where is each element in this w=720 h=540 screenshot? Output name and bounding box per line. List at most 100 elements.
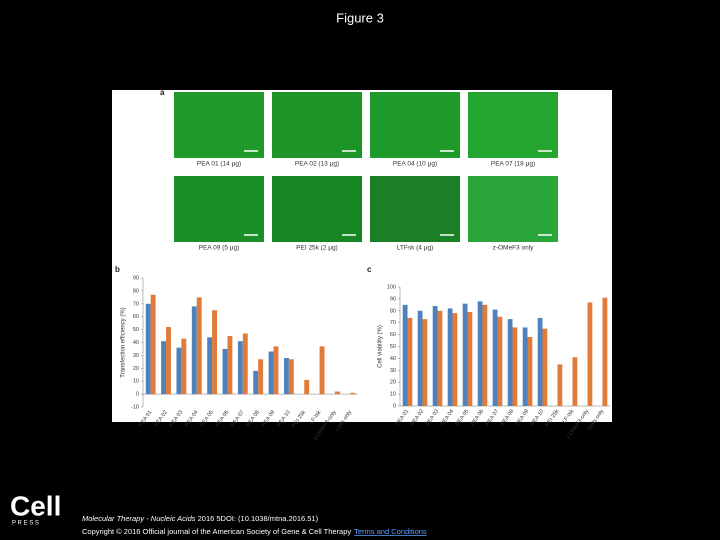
- bar: [253, 370, 259, 395]
- bar: [477, 301, 483, 406]
- y-tick-label: 20: [390, 380, 396, 386]
- bar: [542, 328, 548, 406]
- bar: [557, 364, 563, 406]
- terms-link[interactable]: Terms and Conditions: [354, 527, 427, 536]
- bar: [602, 297, 608, 406]
- y-tick-label: 50: [133, 327, 139, 333]
- micrograph: [370, 92, 460, 158]
- panel-letter: c: [367, 265, 372, 274]
- doi: 2016 5DOI: (10.1038/mtna.2016.51): [196, 514, 319, 523]
- bar: [304, 379, 310, 395]
- bar: [334, 391, 340, 395]
- bar: [191, 306, 197, 395]
- bar: [288, 359, 294, 395]
- bar: [497, 316, 503, 406]
- image-label: LTFsk (4 μg): [397, 245, 434, 252]
- bar: [407, 317, 413, 406]
- bar: [587, 302, 593, 406]
- bar: [462, 303, 468, 406]
- y-tick-label: 0: [136, 392, 139, 398]
- micrograph: [272, 176, 362, 242]
- bar: [181, 338, 187, 395]
- y-tick-label: 0: [393, 403, 396, 409]
- journal: Molecular Therapy - Nucleic Acids: [82, 514, 196, 523]
- bar: [452, 313, 458, 406]
- bar: [527, 336, 533, 406]
- panel-letter: b: [115, 265, 120, 274]
- bar: [319, 346, 325, 395]
- y-tick-label: 90: [390, 296, 396, 302]
- logo: Cell: [10, 490, 61, 521]
- image-label: PEA 09 (5 μg): [199, 245, 240, 252]
- bar: [161, 341, 167, 395]
- micrograph: [468, 176, 558, 242]
- image-label: PEA 04 (10 μg): [393, 161, 437, 168]
- image-label: z-OMeF3 only: [493, 245, 535, 252]
- bar: [150, 294, 156, 395]
- bar: [512, 327, 518, 406]
- micrograph: [272, 92, 362, 158]
- y-tick-label: 70: [133, 301, 139, 307]
- slide-title: Figure 3: [336, 10, 384, 25]
- image-label: PEA 02 (13 μg): [295, 161, 339, 168]
- bar: [268, 351, 274, 395]
- bar: [283, 357, 289, 395]
- bar: [492, 309, 498, 406]
- y-tick-label: 60: [390, 332, 396, 338]
- y-tick-label: 80: [133, 288, 139, 294]
- bar: [522, 327, 528, 406]
- copyright: Copyright © 2016 Official journal of the…: [82, 527, 351, 536]
- bar: [467, 311, 473, 406]
- bar: [507, 319, 513, 406]
- bar: [196, 297, 202, 395]
- micrograph: [174, 176, 264, 242]
- micrograph: [370, 176, 460, 242]
- logo-sub: P R E S S: [12, 521, 39, 527]
- bar: [432, 306, 438, 406]
- image-label: PEA 01 (14 μg): [197, 161, 241, 168]
- y-tick-label: 50: [390, 344, 396, 350]
- bar: [176, 347, 182, 395]
- y-tick-label: 20: [133, 366, 139, 372]
- bar: [227, 336, 233, 395]
- y-tick-label: 70: [390, 320, 396, 326]
- y-tick-label: 40: [133, 340, 139, 346]
- bar: [273, 346, 279, 395]
- bar: [417, 310, 423, 406]
- y-tick-label: 40: [390, 356, 396, 362]
- y-tick-label: 80: [390, 308, 396, 314]
- image-label: PEI 25k (2 μg): [296, 245, 338, 252]
- copyright-line: Copyright © 2016 Official journal of the…: [82, 527, 427, 536]
- image-label: PEA 07 (18 μg): [491, 161, 535, 168]
- bar: [422, 319, 428, 406]
- y-tick-label: 90: [133, 275, 139, 281]
- bar: [237, 341, 243, 395]
- y-tick-label: 30: [390, 368, 396, 374]
- y-tick-label: -10: [131, 404, 139, 410]
- bar: [350, 392, 356, 395]
- bar: [537, 317, 543, 406]
- bar: [166, 327, 171, 395]
- y-tick-label: 10: [133, 379, 139, 385]
- bar: [482, 304, 488, 406]
- micrograph: [468, 92, 558, 158]
- y-axis-label: Transfection efficiency (%): [121, 307, 127, 377]
- y-axis-label: Cell viability (%): [378, 325, 384, 368]
- bar: [572, 357, 578, 406]
- bar: [145, 303, 151, 395]
- y-tick-label: 60: [133, 314, 139, 320]
- bar: [212, 310, 218, 395]
- y-tick-label: 100: [387, 284, 396, 290]
- bar: [402, 304, 408, 406]
- y-tick-label: 30: [133, 353, 139, 359]
- panel-letter: a: [160, 88, 165, 97]
- micrograph: [174, 92, 264, 158]
- bar: [258, 359, 264, 395]
- y-tick-label: 10: [390, 392, 396, 398]
- bar: [437, 310, 443, 406]
- citation: Molecular Therapy - Nucleic Acids 2016 5…: [82, 514, 319, 523]
- bar: [207, 337, 213, 395]
- bar: [242, 333, 248, 395]
